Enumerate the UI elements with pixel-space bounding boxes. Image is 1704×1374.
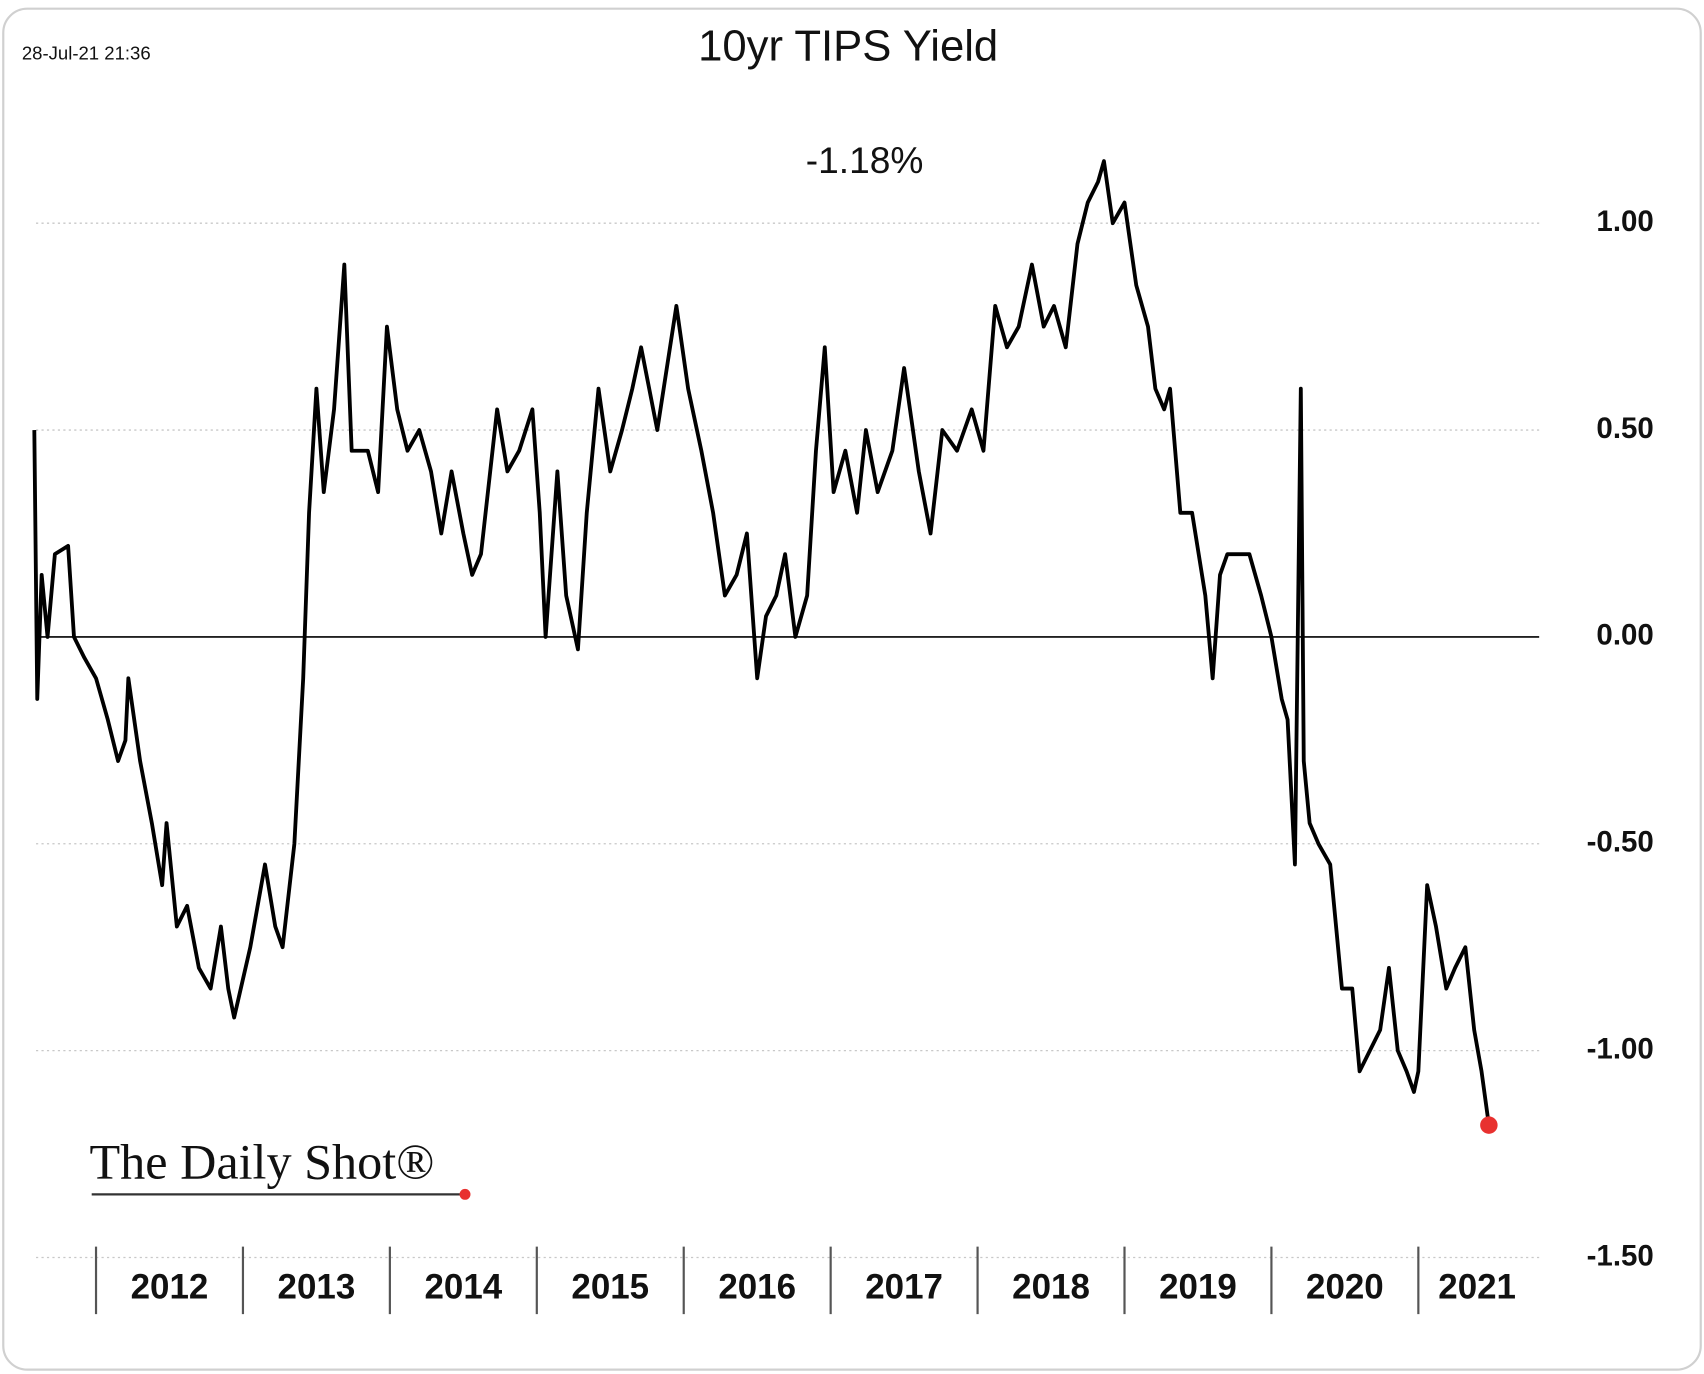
x-tick-label: 2018 bbox=[1012, 1267, 1090, 1306]
annotation: -1.18% bbox=[806, 139, 924, 181]
timestamp: 28-Jul-21 21:36 bbox=[22, 42, 151, 63]
y-tick-label: -1.00 bbox=[1587, 1032, 1654, 1065]
x-tick-label: 2021 bbox=[1438, 1267, 1516, 1306]
x-tick-label: 2013 bbox=[278, 1267, 356, 1306]
x-tick-label: 2019 bbox=[1159, 1267, 1237, 1306]
last-point bbox=[1480, 1116, 1498, 1134]
x-tick-label: 2014 bbox=[424, 1267, 502, 1306]
line bbox=[32, 159, 1491, 1126]
x-tick-label: 2012 bbox=[131, 1267, 209, 1306]
y-tick-label: 1.00 bbox=[1596, 205, 1653, 238]
frame bbox=[2, 7, 1702, 1371]
y-tick-label: -1.50 bbox=[1587, 1239, 1654, 1272]
x-tick-label: 2020 bbox=[1306, 1267, 1384, 1306]
y-tick-label: 0.50 bbox=[1596, 412, 1653, 445]
chart-title: 10yr TIPS Yield bbox=[698, 23, 998, 71]
x-tick-label: 2017 bbox=[865, 1267, 943, 1306]
y-tick-label: -0.50 bbox=[1587, 826, 1654, 859]
x-tick-label: 2016 bbox=[718, 1267, 796, 1306]
y-tick-label: 0.00 bbox=[1596, 619, 1653, 652]
x-tick-label: 2015 bbox=[571, 1267, 649, 1306]
logo-dot bbox=[459, 1188, 471, 1200]
source-logo: The Daily Shot® bbox=[90, 1134, 435, 1190]
